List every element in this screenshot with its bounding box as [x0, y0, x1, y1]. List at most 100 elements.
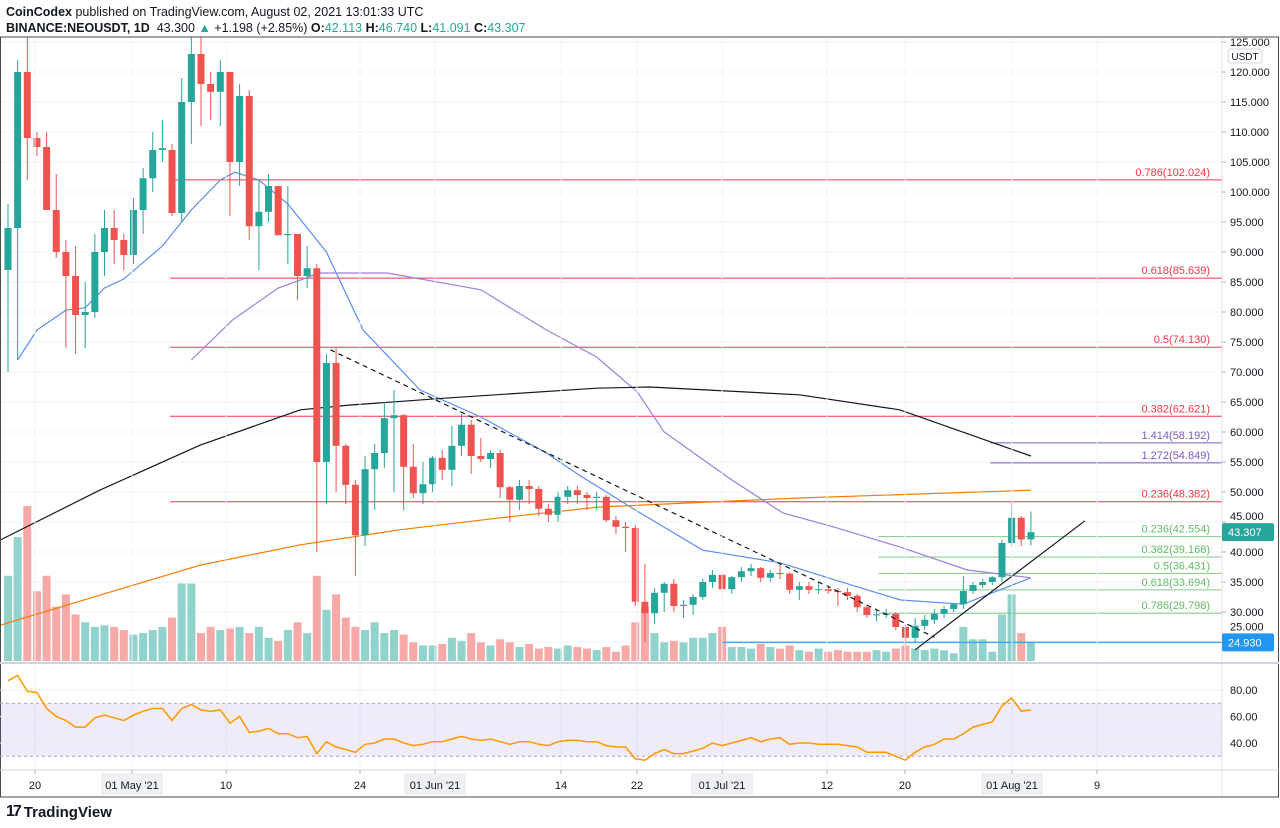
- volume-bar: [814, 648, 823, 661]
- publish-line: CoinCodex published on TradingView.com, …: [6, 4, 525, 20]
- volume-bar: [959, 626, 968, 661]
- volume-bar: [515, 647, 524, 661]
- volume-bar: [930, 648, 939, 661]
- volume-bar: [891, 648, 900, 661]
- volume-bar: [139, 633, 148, 661]
- volume-bar: [679, 642, 688, 661]
- candle-body: [815, 589, 823, 591]
- volume-bar: [100, 625, 109, 661]
- candle-body: [139, 178, 147, 210]
- candle-body: [458, 424, 466, 446]
- candle: [766, 570, 774, 582]
- fib-level-label: 0.5(36.431): [1154, 560, 1210, 572]
- price-tick-label: 25.000: [1230, 621, 1264, 633]
- candle: [641, 564, 649, 642]
- candle-body: [766, 573, 774, 578]
- candle-body: [187, 54, 195, 102]
- candle: [699, 579, 707, 600]
- candle: [380, 402, 388, 468]
- volume-bar: [274, 640, 283, 661]
- candle-body: [795, 586, 803, 590]
- candle-body: [853, 595, 861, 608]
- time-tick-label: 10: [220, 780, 232, 792]
- price-tick-label: 60.000: [1230, 427, 1264, 439]
- candle: [564, 486, 572, 504]
- last-price-badge: [1222, 523, 1274, 542]
- volume-bar: [177, 583, 186, 661]
- volume-bar: [390, 630, 398, 661]
- candle-body: [72, 276, 80, 315]
- candle: [265, 174, 273, 222]
- candle: [274, 186, 282, 236]
- volume-bar: [1017, 633, 1026, 661]
- price-tick-label: 80.000: [1230, 307, 1264, 319]
- volume-bar: [602, 647, 611, 661]
- tradingview-logo[interactable]: 17 TradingView: [6, 803, 112, 821]
- time-tick-label: 20: [29, 780, 41, 792]
- candle-body: [506, 487, 514, 500]
- publisher-name: CoinCodex: [6, 5, 72, 19]
- candle-body: [998, 543, 1006, 578]
- candle-body: [863, 607, 871, 615]
- volume-bar: [4, 575, 12, 661]
- candle-body: [52, 210, 60, 252]
- candle: [583, 492, 591, 510]
- candle: [168, 144, 176, 216]
- candle-body: [612, 520, 620, 527]
- candle: [612, 516, 620, 534]
- candle: [795, 582, 803, 600]
- volume-bar: [969, 639, 977, 661]
- candle: [477, 438, 485, 462]
- candle-body: [207, 84, 215, 92]
- candle: [158, 120, 166, 162]
- candle: [805, 582, 813, 594]
- candle-body: [14, 72, 22, 228]
- volume-bar: [457, 640, 466, 661]
- volume-bar: [110, 626, 119, 661]
- volume-bar: [689, 637, 698, 661]
- volume-bar: [293, 622, 302, 661]
- volume-bar: [303, 633, 312, 661]
- price-change: +1.198 (+2.85%): [214, 21, 308, 35]
- moving-average-ma200: [0, 489, 1031, 626]
- candle-body: [1017, 517, 1025, 540]
- time-tick-label: 01 Jun '21: [410, 780, 460, 792]
- candle-body: [467, 424, 475, 456]
- price-tick-label: 105.000: [1230, 157, 1270, 169]
- candle-body: [544, 508, 552, 515]
- candle-body: [660, 583, 668, 593]
- candle: [91, 234, 99, 318]
- candle-body: [429, 457, 437, 485]
- candle: [255, 180, 263, 270]
- volume-bar: [583, 648, 591, 661]
- candle: [525, 480, 533, 504]
- volume-bar: [650, 633, 659, 661]
- candle: [930, 609, 938, 624]
- candle-body: [226, 72, 234, 162]
- candle-body: [631, 528, 639, 602]
- fib-level-label: 1.414(58.192): [1142, 430, 1211, 442]
- volume-bar: [833, 650, 842, 661]
- candle-body: [4, 228, 12, 270]
- volume-bar: [254, 626, 263, 661]
- support-price-label: 24.930: [1228, 637, 1262, 649]
- candle: [72, 246, 80, 354]
- volume-bar: [380, 633, 389, 661]
- trendline-solid: [914, 520, 1086, 651]
- time-tick-label: 24: [354, 780, 366, 792]
- time-tick-label: 01 Aug '21: [986, 780, 1038, 792]
- volume-bar: [592, 650, 601, 661]
- volume-bar: [90, 626, 99, 661]
- candle: [409, 444, 417, 498]
- candle-body: [959, 591, 967, 605]
- candle: [303, 246, 311, 288]
- volume-bar: [467, 633, 476, 661]
- volume-bar: [61, 594, 70, 661]
- volume-bar: [747, 648, 756, 661]
- candle-body: [1027, 532, 1035, 540]
- candle: [921, 615, 929, 630]
- candle-body: [622, 526, 630, 528]
- candle-body: [400, 415, 408, 467]
- candle-body: [81, 312, 89, 315]
